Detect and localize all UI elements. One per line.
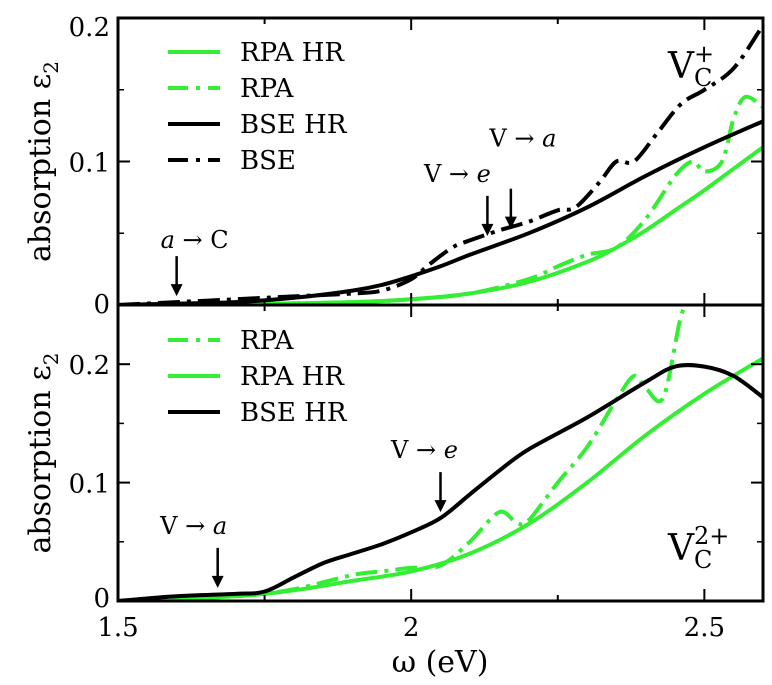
annotation-arrowhead <box>211 575 224 588</box>
defect-label: V+ <box>667 40 714 87</box>
annotation-label: V → e <box>390 436 458 464</box>
legend-label: RPA <box>240 74 295 104</box>
x-tick-label: 1.5 <box>97 613 138 643</box>
annotation-label: V → a <box>159 512 227 540</box>
annotation-arrowhead <box>170 284 183 297</box>
y-tick-label: 0.2 <box>69 351 110 381</box>
series-line-bse-hr <box>118 119 763 305</box>
x-tick-label: 2 <box>403 613 420 643</box>
bottom-panel-frame <box>116 303 765 603</box>
y-tick-label: 0 <box>93 290 110 320</box>
y-axis-label: absorption ε2 <box>23 61 63 262</box>
defect-label: V2+ <box>667 522 729 569</box>
y-tick-label: 0.1 <box>69 470 110 500</box>
x-tick-label: 2.5 <box>684 613 725 643</box>
series-line-rpa <box>118 94 763 305</box>
annotation-arrowhead <box>481 223 494 236</box>
series-group <box>118 24 763 305</box>
annotation-arrowhead <box>504 216 517 229</box>
legend-label: BSE HR <box>240 398 348 428</box>
y-tick-label: 0.1 <box>69 149 110 179</box>
series-line-rpa <box>118 305 688 601</box>
legend-label: BSE HR <box>240 110 348 140</box>
legend-label: RPA <box>240 326 295 356</box>
x-axis-label: ω (eV) <box>392 645 489 680</box>
y-tick-label: 0 <box>93 584 110 614</box>
annotation-label: V → e <box>423 160 491 188</box>
series-line-rpa-hr <box>118 356 763 601</box>
annotation-label: V → a <box>488 125 556 153</box>
x-tick-labels: 1.5 2 2.5 <box>97 613 725 643</box>
series-line-bse <box>118 24 763 305</box>
series-group <box>118 305 763 601</box>
y-axis-label: absorption ε2 <box>23 353 63 554</box>
defect-label-sub: C <box>694 546 712 574</box>
legend-label: RPA HR <box>240 38 345 68</box>
defect-label-sub: C <box>694 64 712 92</box>
series-line-rpa-hr <box>118 145 763 305</box>
legend-label: BSE <box>240 146 296 176</box>
annotation-label: a → C <box>161 226 229 254</box>
annotation-arrowhead <box>434 500 447 513</box>
y-tick-label: 0.2 <box>69 13 110 43</box>
legend-label: RPA HR <box>240 362 345 392</box>
series-line-bse-hr <box>118 363 763 601</box>
